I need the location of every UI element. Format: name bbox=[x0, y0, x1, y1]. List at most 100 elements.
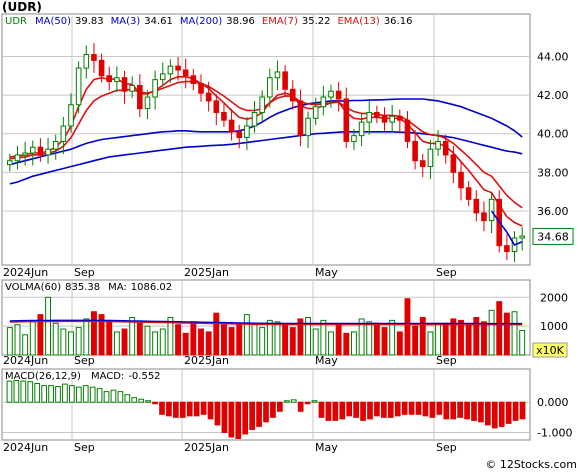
volume-bar bbox=[328, 331, 334, 356]
macd-bar bbox=[505, 401, 512, 424]
candle bbox=[381, 115, 388, 123]
macd-bar bbox=[270, 401, 276, 418]
volume-bar bbox=[52, 322, 59, 356]
volume-bar bbox=[312, 328, 319, 356]
volume-bar bbox=[83, 318, 90, 356]
candle bbox=[458, 171, 464, 189]
volume-bar bbox=[450, 318, 457, 356]
volume-bar bbox=[427, 331, 434, 356]
volume-bar bbox=[14, 324, 21, 356]
watermark: © 12Stocks.com bbox=[485, 458, 577, 471]
legend-label: UDR bbox=[5, 16, 27, 27]
x-tick-label-price: 2025Jan bbox=[184, 266, 229, 279]
candle bbox=[305, 117, 311, 137]
candle bbox=[343, 98, 350, 142]
candle bbox=[175, 65, 181, 71]
volume-unit-box bbox=[532, 342, 568, 358]
macd-bar bbox=[353, 401, 359, 418]
macd-bar bbox=[89, 386, 96, 403]
ma3-line bbox=[490, 210, 523, 247]
candle bbox=[519, 235, 525, 239]
legend-value: 34.61 bbox=[144, 16, 173, 27]
volume-bar bbox=[251, 324, 258, 356]
candle bbox=[106, 75, 113, 83]
macd-bar bbox=[339, 401, 346, 420]
candle bbox=[167, 65, 174, 75]
candle bbox=[374, 111, 380, 117]
volume-bar bbox=[335, 324, 342, 356]
candle bbox=[481, 212, 487, 222]
last-price-label: 34.68 bbox=[537, 230, 569, 243]
legend-label: EMA(7) bbox=[262, 16, 298, 27]
macd-bar bbox=[55, 386, 61, 403]
y-tick-label-price: 40.00 bbox=[537, 128, 569, 141]
candle bbox=[190, 75, 197, 85]
candle bbox=[473, 198, 480, 214]
macd-legend-value: -0.552 bbox=[128, 371, 160, 382]
candle bbox=[328, 90, 334, 98]
macd-bar bbox=[256, 401, 262, 427]
macd-bar bbox=[235, 401, 242, 439]
x-tick-label-macd: May bbox=[315, 441, 338, 454]
candle bbox=[198, 83, 204, 94]
volume-bar bbox=[320, 319, 327, 356]
macd-bar bbox=[519, 401, 526, 420]
macd-bar bbox=[394, 401, 401, 417]
y-tick-label-price: 38.00 bbox=[537, 166, 569, 179]
volume-bar bbox=[396, 331, 403, 356]
macd-bar bbox=[179, 401, 186, 418]
macd-bar bbox=[103, 391, 110, 403]
candle bbox=[68, 104, 74, 127]
macd-bar bbox=[318, 401, 325, 418]
macd-bar bbox=[117, 391, 124, 403]
candle bbox=[274, 71, 281, 79]
macd-bar bbox=[138, 398, 145, 403]
legend-value: 39.83 bbox=[75, 16, 104, 27]
volume-ma-red-line bbox=[9, 320, 523, 326]
macd-bar bbox=[249, 401, 255, 430]
macd-bar bbox=[457, 401, 463, 418]
candle bbox=[366, 111, 373, 123]
candle bbox=[488, 198, 495, 222]
candle bbox=[267, 77, 273, 98]
macd-bar bbox=[436, 401, 443, 415]
legend-label: MA(50) bbox=[35, 16, 71, 27]
candle bbox=[289, 88, 296, 102]
volume-bar bbox=[236, 322, 243, 356]
macd-bar bbox=[381, 401, 387, 418]
volume-bar bbox=[45, 296, 52, 356]
volume-bar bbox=[519, 329, 526, 356]
macd-bar bbox=[82, 385, 89, 403]
y-tick-label-macd: -1.000 bbox=[537, 426, 572, 439]
volume-ma-line bbox=[9, 319, 523, 325]
macd-bar bbox=[491, 401, 498, 429]
volume-bar bbox=[190, 321, 197, 356]
volume-bar bbox=[274, 321, 281, 356]
candle bbox=[7, 160, 13, 166]
candle bbox=[351, 135, 357, 142]
candle bbox=[75, 67, 82, 106]
macd-bar bbox=[360, 401, 366, 421]
volume-bar bbox=[404, 298, 411, 356]
macd-bar bbox=[173, 401, 179, 418]
volume-bar bbox=[305, 317, 312, 356]
volume-bar bbox=[228, 327, 235, 356]
volume-bar bbox=[144, 325, 151, 356]
volume-bar bbox=[458, 319, 464, 356]
macd-bar bbox=[166, 401, 172, 417]
volume-bar bbox=[259, 327, 266, 356]
volume-bar bbox=[511, 311, 518, 356]
volume-bar bbox=[412, 325, 419, 356]
macd-bar bbox=[478, 401, 484, 423]
macd-bar bbox=[110, 389, 117, 403]
macd-bar bbox=[485, 401, 491, 426]
macd-bar bbox=[186, 401, 193, 417]
legend-value: 38.96 bbox=[226, 16, 255, 27]
candle bbox=[91, 54, 97, 61]
volume-legend-value: 835.38 bbox=[65, 282, 100, 293]
candle bbox=[29, 146, 36, 154]
candle bbox=[205, 92, 212, 102]
x-tick-label-macd: 2025Jan bbox=[184, 441, 229, 454]
